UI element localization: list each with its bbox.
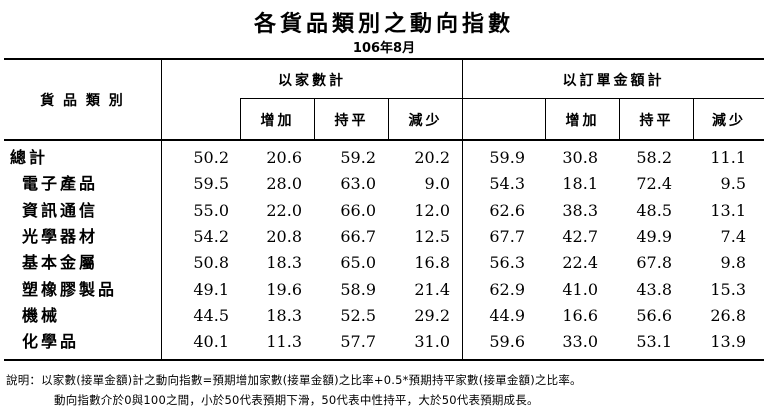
table-cell: 66.7 (340, 227, 376, 246)
table-cell: 20.2 (414, 148, 450, 167)
category-name: 化學品 (22, 332, 80, 351)
category-name: 塑橡膠製品 (22, 280, 118, 299)
category-name: 總計 (10, 148, 49, 167)
table-cell: 44.9 (489, 306, 525, 325)
rule-v-g1-c2 (314, 98, 315, 140)
table-cell: 16.6 (562, 306, 598, 325)
table-cell: 54.2 (193, 227, 229, 246)
table-cell: 33.0 (562, 332, 598, 351)
table-cell: 62.9 (489, 280, 525, 299)
table-cell: 20.6 (266, 148, 302, 167)
header-col-decrease: 減少 (408, 113, 443, 129)
table-cell: 42.7 (562, 227, 598, 246)
table-cell: 9.8 (720, 253, 746, 272)
table-cell: 49.1 (193, 280, 229, 299)
table-cell: 50.2 (193, 148, 229, 167)
table-cell: 13.9 (710, 332, 746, 351)
table-cell: 22.0 (266, 201, 302, 220)
table-cell: 59.2 (340, 148, 376, 167)
table-cell: 52.5 (340, 306, 376, 325)
table-cell: 72.4 (636, 174, 672, 193)
header-category: 貨 品 類 別 (40, 93, 125, 109)
table-cell: 44.5 (193, 306, 229, 325)
table-cell: 22.4 (562, 253, 598, 272)
rule-v-group-split (462, 58, 463, 360)
header-col-flat: 持平 (639, 113, 674, 129)
table-cell: 59.9 (489, 148, 525, 167)
footnote-interpretation: 動向指數介於0與100之間，小於50代表預期下滑，50代表中性持平，大於50代表… (54, 393, 539, 407)
header-group-order-amount: 以訂單金額計 (562, 73, 665, 89)
table-cell: 12.0 (414, 201, 450, 220)
table-cell: 58.9 (340, 280, 376, 299)
rule-v-g1-c1 (240, 98, 241, 140)
table-cell: 67.7 (489, 227, 525, 246)
table-cell: 57.7 (340, 332, 376, 351)
table-cell: 21.4 (414, 280, 450, 299)
table-cell: 12.5 (414, 227, 450, 246)
header-col-increase: 增加 (260, 113, 295, 129)
category-name: 基本金屬 (22, 253, 99, 272)
table-cell: 53.1 (636, 332, 672, 351)
table-cell: 50.8 (193, 253, 229, 272)
table-cell: 63.0 (340, 174, 376, 193)
table-cell: 38.3 (562, 201, 598, 220)
rule-group (240, 98, 764, 99)
table-cell: 30.8 (562, 148, 598, 167)
table-cell: 16.8 (414, 253, 450, 272)
rule-top (4, 58, 764, 60)
page-subtitle: 106年8月 (352, 41, 416, 56)
header-group-households: 以家數計 (278, 73, 346, 89)
category-name: 機械 (22, 306, 61, 325)
rule-bottom (4, 359, 764, 361)
table-cell: 65.0 (340, 253, 376, 272)
rule-v-category (161, 58, 162, 360)
table-cell: 58.2 (636, 148, 672, 167)
rule-v-g1-c3 (388, 98, 389, 140)
category-name: 資訊通信 (22, 201, 99, 220)
table-cell: 48.5 (636, 201, 672, 220)
rule-v-g2-c2 (619, 98, 620, 140)
table-cell: 66.0 (340, 201, 376, 220)
category-name: 光學器材 (22, 227, 99, 246)
table-cell: 29.2 (414, 306, 450, 325)
table-cell: 59.5 (193, 174, 229, 193)
table-cell: 18.1 (562, 174, 598, 193)
rule-v-g2-c3 (693, 98, 694, 140)
header-col-flat: 持平 (334, 113, 369, 129)
header-col-increase: 增加 (565, 113, 600, 129)
rule-v-g2-c1 (545, 98, 546, 140)
table-cell: 11.1 (710, 148, 746, 167)
header-col-decrease: 減少 (712, 113, 746, 129)
table-cell: 31.0 (414, 332, 450, 351)
table-cell: 26.8 (710, 306, 746, 325)
table-cell: 49.9 (636, 227, 672, 246)
table-cell: 41.0 (562, 280, 598, 299)
table-cell: 9.0 (424, 174, 450, 193)
rule-header-bottom (4, 139, 764, 141)
page-title: 各貨品類別之動向指數 (253, 12, 514, 37)
table-cell: 54.3 (489, 174, 525, 193)
table-cell: 18.3 (266, 253, 302, 272)
table-cell: 20.8 (266, 227, 302, 246)
table-cell: 59.6 (489, 332, 525, 351)
table-cell: 18.3 (266, 306, 302, 325)
table-cell: 43.8 (636, 280, 672, 299)
table-cell: 19.6 (266, 280, 302, 299)
footnote-definition: 說明：以家數(接單金額)計之動向指數=預期增加家數(接單金額)之比率+0.5*預… (6, 373, 582, 387)
table-cell: 7.4 (720, 227, 746, 246)
table-cell: 9.5 (720, 174, 746, 193)
table-cell: 28.0 (266, 174, 302, 193)
table-cell: 15.3 (710, 280, 746, 299)
table-cell: 40.1 (193, 332, 229, 351)
table-cell: 56.3 (489, 253, 525, 272)
category-name: 電子產品 (22, 174, 99, 193)
table-cell: 13.1 (710, 201, 746, 220)
table-cell: 55.0 (193, 201, 229, 220)
table-cell: 11.3 (266, 332, 302, 351)
table-cell: 56.6 (636, 306, 672, 325)
table-cell: 67.8 (636, 253, 672, 272)
table-cell: 62.6 (489, 201, 525, 220)
